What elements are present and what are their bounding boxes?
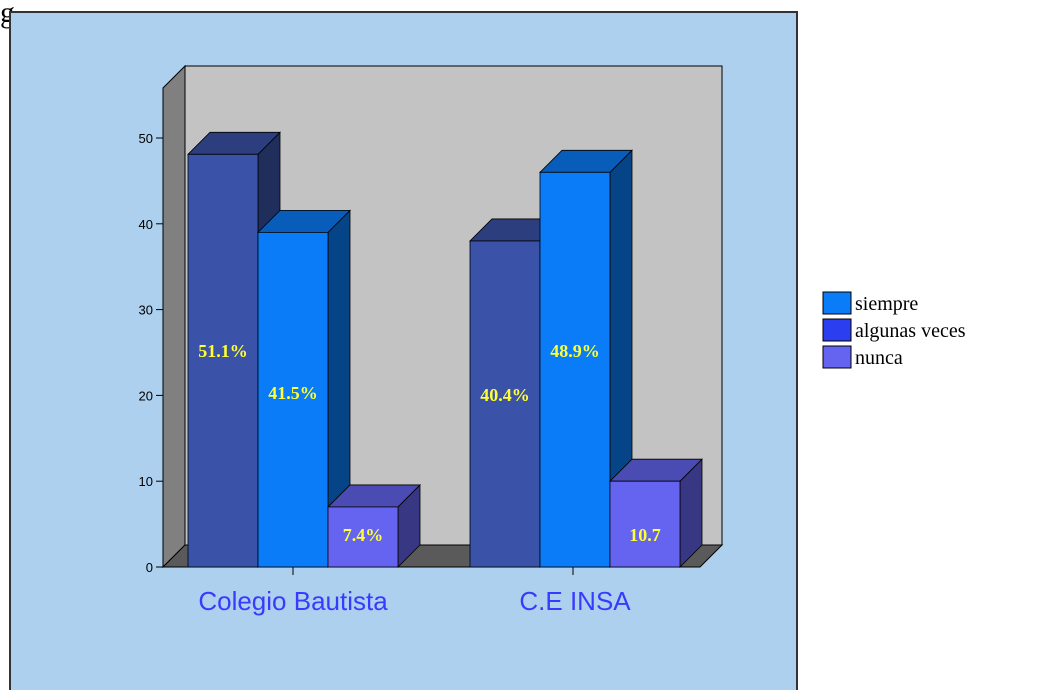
legend-item: nunca (822, 345, 903, 369)
y-tick-label: 40 (139, 217, 153, 232)
bar (327, 483, 421, 568)
legend: siempre algunas veces nunca (822, 291, 966, 369)
legend-swatch (822, 318, 852, 342)
data-label: 41.5% (268, 383, 318, 403)
legend-label: siempre (855, 293, 918, 315)
legend-swatch (822, 291, 852, 315)
legend-item: siempre (822, 291, 918, 315)
bar-front (187, 153, 259, 568)
category-label: Colegio Bautista (198, 586, 388, 616)
bar-front (327, 506, 399, 568)
legend-label: algunas veces (855, 320, 966, 342)
y-tick-label: 10 (139, 474, 153, 489)
y-tick-label: 30 (139, 303, 153, 318)
y-tick-label: 20 (139, 388, 153, 403)
y-tick-label: 0 (146, 560, 153, 575)
left-wall (162, 64, 186, 569)
data-label: 51.1% (198, 341, 248, 361)
category-label: C.E INSA (519, 586, 631, 616)
y-tick-label: 50 (139, 131, 153, 146)
bar (539, 149, 633, 568)
bar (609, 458, 703, 568)
bar-front (469, 240, 541, 568)
data-label: 48.9% (550, 341, 600, 361)
data-label: 10.7 (629, 525, 661, 545)
legend-label: nunca (855, 347, 903, 369)
data-label: 7.4% (343, 525, 384, 545)
bar-front (609, 480, 681, 568)
data-label: 40.4% (480, 385, 530, 405)
legend-item: algunas veces (822, 318, 966, 342)
plot-area: 0 10 20 30 40 50 51.1% 41.5% 7.4% Colegio Bautist… (139, 64, 724, 616)
legend-swatch (822, 345, 852, 369)
bar-front (539, 171, 611, 568)
